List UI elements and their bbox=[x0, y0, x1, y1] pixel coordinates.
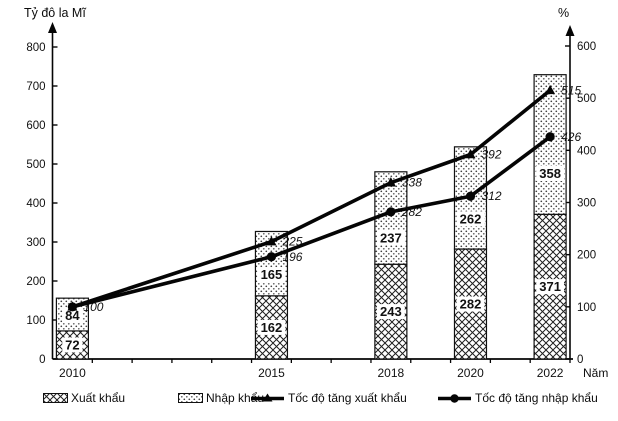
legend-label: Tốc độ tăng xuất khẩu bbox=[288, 391, 407, 405]
x-axis-title: Năm bbox=[583, 366, 609, 380]
export-bar-value-label: 243 bbox=[380, 304, 402, 319]
growth-point-label: 282 bbox=[401, 205, 422, 219]
left-axis-tick-label: 0 bbox=[39, 354, 45, 366]
bar-label-bg bbox=[456, 211, 485, 227]
bar-label-bg bbox=[257, 267, 286, 283]
left-axis-tick-label: 500 bbox=[26, 159, 45, 171]
import-bar-swatch-icon bbox=[178, 393, 203, 403]
left-axis-tick-label: 200 bbox=[26, 276, 45, 288]
growth-point-label: 196 bbox=[282, 250, 302, 264]
legend-item-import-growth: Tốc độ tăng nhập khẩu bbox=[437, 391, 598, 405]
legend: Xuất khẩu Nhập khẩu Tốc độ tăng xuất khẩ… bbox=[0, 391, 618, 413]
bar-label-bg bbox=[376, 304, 405, 320]
right-axis-tick-label: 500 bbox=[577, 93, 596, 105]
export-bar-swatch-icon bbox=[43, 393, 68, 403]
right-axis-tick-label: 0 bbox=[577, 354, 583, 366]
import-bar-value-label: 262 bbox=[460, 211, 482, 226]
legend-item-xuat-khau: Xuất khẩu bbox=[43, 391, 125, 405]
import-bar-value-label: 84 bbox=[65, 308, 80, 323]
import-bar-value-label: 237 bbox=[380, 231, 402, 246]
left-axis-tick-label: 800 bbox=[26, 42, 45, 54]
right-axis-tick-label: 600 bbox=[577, 41, 596, 53]
bar-label-bg bbox=[62, 308, 83, 324]
legend-item-export-growth: Tốc độ tăng xuất khẩu bbox=[250, 391, 407, 405]
right-axis-tick-label: 100 bbox=[577, 302, 596, 314]
circle-marker-icon bbox=[545, 132, 555, 142]
line-circle-swatch-icon bbox=[438, 394, 471, 403]
x-axis-year-label: 2018 bbox=[378, 366, 405, 380]
import-bar-value-label: 358 bbox=[539, 166, 561, 181]
bar-label-bg bbox=[376, 230, 405, 246]
import-bar-value-label: 165 bbox=[261, 267, 283, 282]
left-axis-title: Tỷ đô la Mĩ bbox=[24, 6, 86, 20]
line-triangle-swatch-icon bbox=[251, 393, 284, 402]
right-axis-tick-label: 300 bbox=[577, 198, 596, 210]
left-axis-tick-label: 100 bbox=[26, 315, 45, 327]
export-bar-value-label: 72 bbox=[65, 337, 79, 352]
triangle-marker-icon bbox=[545, 84, 556, 95]
growth-point-label: 515 bbox=[561, 83, 581, 97]
circle-marker-icon bbox=[266, 252, 277, 262]
right-axis-tick-label: 400 bbox=[577, 145, 596, 157]
bar-label-bg bbox=[536, 279, 564, 295]
legend-label: Nhập khẩu bbox=[206, 391, 265, 405]
triangle-marker-icon bbox=[385, 177, 396, 187]
circle-marker-icon bbox=[67, 302, 78, 312]
growth-point-label: 338 bbox=[402, 176, 422, 190]
growth-point-label: 392 bbox=[481, 148, 501, 162]
right-axis-tick-label: 200 bbox=[577, 250, 596, 262]
x-axis-year-label: 2020 bbox=[457, 366, 484, 380]
x-axis-year-label: 2010 bbox=[59, 366, 86, 380]
circle-marker-icon bbox=[386, 207, 396, 217]
x-axis-year-label: 2015 bbox=[258, 366, 285, 380]
bar-label-bg bbox=[536, 166, 564, 181]
export-bar-value-label: 162 bbox=[261, 320, 283, 335]
right-axis-arrow-icon bbox=[565, 25, 575, 36]
left-axis-tick-label: 700 bbox=[26, 81, 45, 93]
growth-point-label: 312 bbox=[481, 189, 501, 203]
x-axis-year-label: 2022 bbox=[537, 366, 564, 380]
export-bar-value-label: 371 bbox=[539, 279, 561, 294]
bar-label-bg bbox=[62, 337, 83, 353]
legend-item-nhap-khau: Nhập khẩu bbox=[178, 391, 264, 405]
triangle-marker-icon bbox=[266, 236, 277, 246]
left-axis-tick-label: 400 bbox=[26, 198, 45, 210]
bar-label-bg bbox=[456, 296, 485, 312]
left-axis-tick-label: 300 bbox=[26, 237, 45, 249]
circle-marker-icon bbox=[465, 191, 476, 201]
legend-label: Xuất khẩu bbox=[71, 391, 126, 405]
legend-label: Tốc độ tăng nhập khẩu bbox=[475, 391, 598, 405]
right-axis-title: % bbox=[558, 6, 570, 20]
bar-label-bg bbox=[257, 319, 286, 335]
triangle-marker-icon bbox=[465, 149, 476, 159]
left-axis-arrow-icon bbox=[48, 22, 57, 33]
growth-point-label: 426 bbox=[561, 130, 581, 144]
left-axis-tick-label: 600 bbox=[26, 120, 45, 132]
export-bar-value-label: 282 bbox=[460, 297, 482, 312]
